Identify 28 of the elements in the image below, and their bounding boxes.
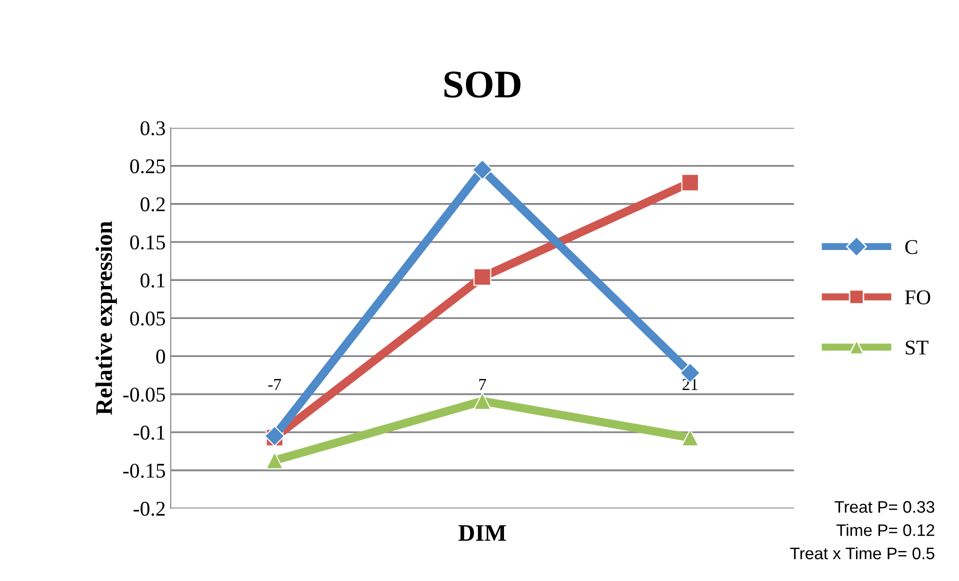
y-axis-title: Relative expression — [95, 221, 117, 415]
y-tick-label: 0.3 — [140, 121, 166, 136]
y-tick-label: 0.2 — [140, 197, 165, 212]
text: Treat P= 0.33 — [834, 501, 934, 513]
legend-label: FO — [905, 290, 930, 304]
y-tick-label: 0.05 — [130, 311, 166, 326]
point — [473, 268, 492, 286]
y-tick-label: -0.2 — [134, 502, 165, 516]
x-tick-label: -7 — [268, 379, 282, 390]
point — [473, 392, 492, 410]
point — [472, 159, 493, 180]
y-tick-label: 0.25 — [130, 159, 166, 174]
point — [681, 428, 700, 446]
point — [681, 174, 700, 192]
legend-label: C — [905, 240, 918, 254]
chart-title: SOD — [444, 72, 520, 98]
text: Treat x Time P= 0.5 — [790, 547, 934, 560]
y-tick-label: 0.15 — [130, 235, 166, 250]
point — [266, 452, 284, 470]
x-axis-title: DIM — [458, 525, 506, 541]
y-tick-label: -0.1 — [134, 426, 165, 440]
y-tick-label: -0.15 — [123, 464, 166, 478]
y-tick-label: 0.1 — [140, 273, 165, 288]
legend-label: ST — [906, 340, 928, 355]
x-tick-label: 7 — [479, 379, 486, 390]
y-tick-label: 0 — [156, 350, 166, 364]
text: Time P= 0.12 — [836, 524, 934, 536]
y-tick-label: -0.05 — [123, 388, 166, 402]
